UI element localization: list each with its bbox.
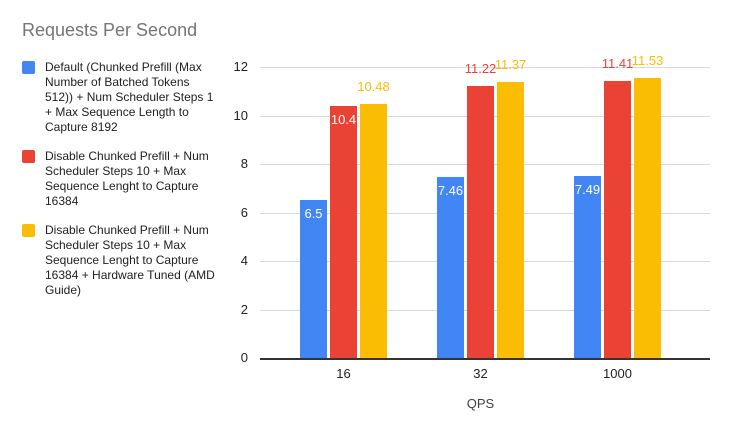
bar-value-label: 11.41 (601, 56, 634, 72)
y-axis: 0 2 4 6 8 10 12 (210, 59, 248, 365)
x-axis-labels: 16 32 1000 (275, 366, 686, 381)
y-tick-label: 4 (240, 253, 248, 268)
bar[interactable]: 10.48 (357, 79, 390, 358)
bar[interactable]: 11.41 (602, 56, 633, 358)
y-tick-label: 6 (240, 204, 248, 220)
gridline (260, 67, 710, 68)
y-tick-label: 8 (240, 156, 248, 171)
x-axis-line (260, 358, 710, 360)
bar-value-label: 11.37 (494, 57, 527, 73)
bar[interactable]: 11.22 (465, 61, 496, 358)
legend-swatch-icon (22, 150, 35, 163)
x-category-label: 1000 (603, 366, 632, 381)
bar[interactable]: 7.49 (574, 176, 601, 358)
y-tick-label: 2 (240, 301, 248, 317)
legend-item: Default (Chunked Prefill (Max Number of … (22, 60, 222, 135)
bar-value-label: 6.5 (304, 206, 323, 222)
legend: Default (Chunked Prefill (Max Number of … (22, 60, 222, 312)
bar-value-label: 7.49 (574, 182, 601, 198)
x-category-label: 16 (336, 366, 351, 381)
legend-swatch-icon (22, 61, 35, 74)
legend-item-label: Disable Chunked Prefill + Num Scheduler … (45, 149, 209, 208)
y-tick-label: 0 (240, 350, 248, 365)
y-tick-label: 12 (233, 59, 248, 74)
bar-value-label: 10.4 (330, 111, 357, 127)
bar-value-label: 11.53 (631, 53, 664, 69)
bars-layer: 6.5 10.4 10.48 7.46 11.22 11.37 7.49 11.41 11.53 (275, 53, 686, 358)
x-category-label: 32 (473, 366, 488, 381)
bar[interactable]: 10.4 (330, 105, 357, 358)
bar-group-16: 6.5 10.4 10.48 (275, 67, 412, 358)
bar-group-32: 7.46 11.22 11.37 (412, 57, 549, 358)
bar[interactable]: 7.46 (437, 177, 464, 358)
bar[interactable]: 11.53 (632, 53, 663, 358)
bar-value-label: 7.46 (437, 183, 464, 199)
plot-area: 6.5 10.4 10.48 7.46 11.22 11.37 7.49 11.41 11.53 (260, 53, 710, 360)
legend-item-label: Disable Chunked Prefill + Num Scheduler … (45, 223, 215, 297)
legend-item: Disable Chunked Prefill + Num Scheduler … (22, 149, 222, 209)
bar-value-label: 11.22 (464, 60, 497, 76)
bar-group-1000: 7.49 11.41 11.53 (549, 53, 686, 358)
legend-item-label: Default (Chunked Prefill (Max Number of … (45, 60, 214, 134)
legend-swatch-icon (22, 224, 35, 237)
legend-item: Disable Chunked Prefill + Num Scheduler … (22, 223, 222, 298)
y-tick-label: 10 (233, 107, 248, 123)
bar[interactable]: 6.5 (300, 200, 327, 358)
bar[interactable]: 11.37 (495, 57, 526, 358)
bar-value-label: 10.48 (357, 78, 390, 94)
x-axis-title: QPS (466, 396, 495, 411)
chart-title: Requests Per Second (22, 20, 198, 40)
